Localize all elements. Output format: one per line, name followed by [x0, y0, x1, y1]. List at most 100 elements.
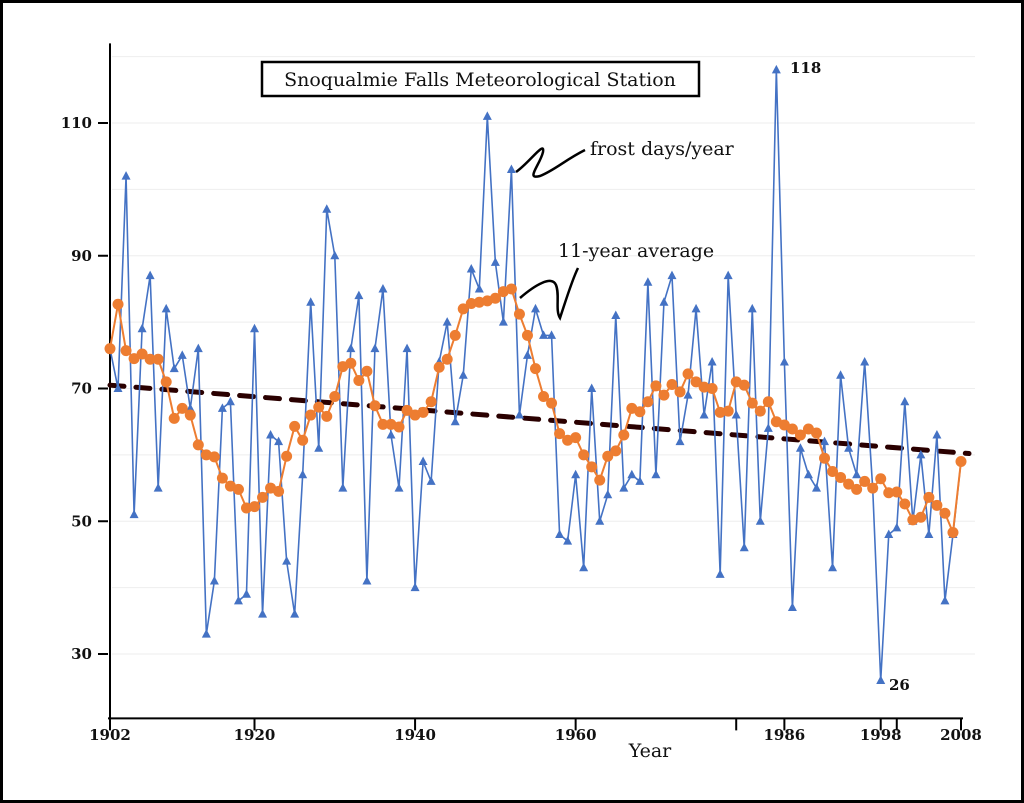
data-point-circle [361, 365, 373, 377]
data-point-triangle [876, 675, 886, 685]
annotation-average: 11-year average [558, 240, 714, 262]
min-value-label: 26 [889, 676, 910, 694]
data-point-triangle [779, 356, 789, 366]
chart-title: Snoqualmie Falls Meteorological Station [284, 69, 676, 91]
data-point-triangle [225, 396, 235, 406]
data-point-triangle [627, 469, 637, 479]
data-point-circle [457, 303, 469, 315]
data-point-circle [923, 491, 935, 503]
data-point-triangle [579, 562, 589, 572]
data-point-circle [192, 439, 204, 451]
data-point-triangle [747, 303, 757, 313]
data-point-circle [594, 474, 606, 486]
data-point-triangle [338, 483, 348, 492]
data-point-triangle [282, 556, 292, 565]
data-point-circle [505, 283, 517, 295]
data-point-circle [329, 390, 341, 402]
data-point-triangle [940, 595, 950, 605]
data-point-circle [313, 401, 325, 413]
data-point-circle [289, 420, 301, 432]
data-point-circle [859, 475, 871, 487]
data-point-circle [754, 405, 766, 417]
data-point-circle [570, 432, 582, 444]
axes: 30 50 70 90 110 1902 1920 1940 1960 1986 1998 2008 [61, 43, 982, 744]
data-point-triangle [169, 363, 179, 373]
data-point-triangle [739, 542, 749, 552]
series-11-year-average [104, 283, 967, 539]
data-point-triangle [715, 569, 725, 578]
annotation-pointer-frost [515, 147, 586, 178]
data-point-circle [538, 390, 550, 402]
data-point-circle [682, 368, 694, 380]
data-point-triangle [932, 429, 942, 439]
data-point-circle [369, 400, 381, 412]
x-tick-label: 1940 [394, 726, 436, 744]
data-point-triangle [314, 443, 324, 452]
data-point-circle [931, 499, 943, 511]
data-point-circle [738, 379, 750, 391]
data-point-triangle [563, 536, 573, 545]
data-point-triangle [844, 443, 854, 452]
data-point-triangle [185, 403, 195, 412]
data-point-triangle [852, 469, 862, 479]
data-point-circle [208, 451, 220, 463]
data-point-triangle [410, 582, 420, 592]
data-point-triangle [354, 290, 364, 300]
data-point-triangle [129, 509, 139, 519]
data-point-circle [947, 527, 959, 539]
data-point-triangle [498, 317, 508, 326]
data-point-circle [305, 409, 317, 421]
data-point-triangle [787, 602, 797, 612]
data-point-triangle [177, 350, 187, 359]
data-point-triangle [547, 330, 557, 339]
data-point-circle [449, 329, 461, 341]
data-point-triangle [707, 356, 717, 366]
data-point-circle [521, 329, 533, 341]
data-point-triangle [362, 575, 372, 585]
data-point-triangle [153, 483, 163, 492]
data-point-circle [827, 465, 839, 477]
data-point-circle [513, 308, 525, 320]
data-point-circle [674, 386, 686, 398]
data-point-circle [120, 345, 132, 357]
data-point-triangle [458, 370, 468, 379]
data-point-triangle [755, 516, 765, 525]
data-point-circle [891, 486, 903, 498]
y-tick-label: 70 [71, 380, 92, 398]
data-point-circle [578, 449, 590, 461]
data-point-triangle [394, 483, 404, 492]
data-point-circle [867, 482, 879, 494]
x-tick-label: 1998 [860, 726, 902, 744]
data-point-triangle [763, 423, 773, 432]
data-point-triangle [274, 436, 284, 446]
data-point-circle [345, 357, 357, 369]
data-point-circle [666, 379, 678, 391]
data-point-triangle [506, 164, 516, 173]
data-point-circle [433, 361, 445, 373]
data-point-circle [899, 498, 911, 510]
data-point-triangle [836, 370, 846, 379]
x-tick-label: 1920 [234, 726, 276, 744]
data-point-circle [794, 429, 806, 441]
x-tick-label: 2008 [940, 726, 982, 744]
data-point-circle [273, 485, 285, 497]
data-point-triangle [474, 283, 484, 293]
data-point-triangle [466, 264, 476, 273]
y-tick-label: 90 [71, 247, 92, 265]
data-point-circle [762, 396, 774, 408]
data-point-triangle [811, 483, 821, 492]
data-point-circle [249, 501, 261, 513]
data-point-circle [690, 376, 702, 388]
data-point-circle [546, 397, 558, 409]
data-point-triangle [771, 64, 781, 74]
data-point-circle [144, 353, 156, 365]
y-tick-label: 110 [61, 114, 92, 132]
data-point-circle [843, 478, 855, 490]
data-point-circle [232, 483, 244, 495]
data-point-triangle [667, 270, 677, 280]
data-point-triangle [731, 410, 741, 419]
data-point-circle [650, 380, 662, 392]
data-point-triangle [803, 469, 813, 479]
data-point-triangle [330, 250, 340, 260]
